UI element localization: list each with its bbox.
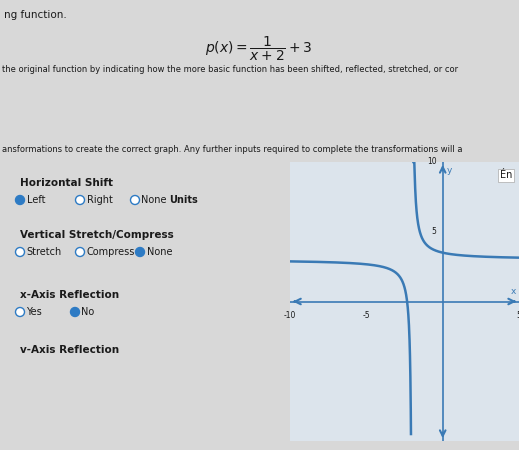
- Text: Units: Units: [170, 195, 198, 205]
- Circle shape: [75, 248, 85, 256]
- Circle shape: [135, 248, 144, 256]
- Text: -5: -5: [363, 311, 370, 320]
- Text: 5: 5: [432, 227, 436, 236]
- Text: Compress: Compress: [87, 247, 135, 257]
- Circle shape: [130, 195, 140, 204]
- Circle shape: [75, 195, 85, 204]
- Text: v-Axis Reflection: v-Axis Reflection: [20, 345, 119, 355]
- Text: Left: Left: [26, 195, 45, 205]
- Text: y: y: [446, 166, 452, 175]
- Circle shape: [16, 307, 24, 316]
- Text: Én: Én: [500, 171, 512, 180]
- Text: 10: 10: [427, 158, 436, 166]
- Text: ansformations to create the correct graph. Any further inputs required to comple: ansformations to create the correct grap…: [2, 145, 462, 154]
- Text: No: No: [81, 307, 95, 317]
- Circle shape: [16, 248, 24, 256]
- Text: Yes: Yes: [26, 307, 42, 317]
- Text: ng function.: ng function.: [4, 10, 67, 20]
- Text: None: None: [142, 195, 167, 205]
- Text: Vertical Stretch/Compress: Vertical Stretch/Compress: [20, 230, 174, 240]
- Text: Right: Right: [87, 195, 113, 205]
- Text: Horizontal Shift: Horizontal Shift: [20, 178, 113, 188]
- Text: x: x: [511, 287, 516, 296]
- Text: $p(x) = \dfrac{1}{x+2} + 3$: $p(x) = \dfrac{1}{x+2} + 3$: [206, 35, 313, 63]
- Circle shape: [16, 195, 24, 204]
- Text: -10: -10: [284, 311, 296, 320]
- Text: the original function by indicating how the more basic function has been shifted: the original function by indicating how …: [2, 65, 458, 74]
- Text: Stretch: Stretch: [26, 247, 62, 257]
- Text: None: None: [146, 247, 172, 257]
- Text: 5: 5: [516, 311, 519, 320]
- Text: x-Axis Reflection: x-Axis Reflection: [20, 290, 119, 300]
- Circle shape: [71, 307, 79, 316]
